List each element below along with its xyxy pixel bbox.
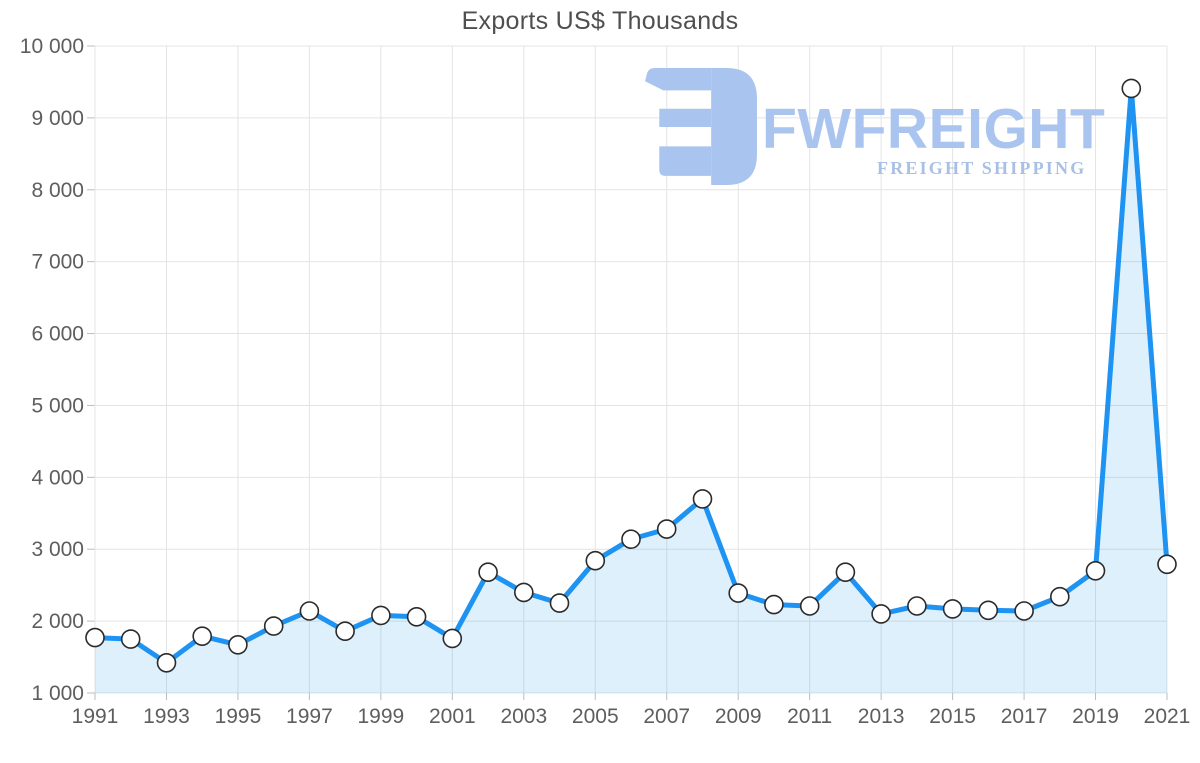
y-axis-label-4000: 4 000 (31, 466, 84, 489)
y-axis-label-10000: 10 000 (20, 35, 84, 58)
y-axis-label-3000: 3 000 (31, 538, 84, 561)
data-point-2021[interactable] (1157, 554, 1177, 575)
x-axis-label-2015: 2015 (929, 705, 976, 728)
data-point-2004[interactable] (549, 593, 570, 613)
data-point-2012[interactable] (835, 562, 856, 583)
data-point-1998[interactable] (335, 621, 355, 642)
chart-title: Exports US$ Thousands (461, 7, 739, 35)
x-axis-label-2013: 2013 (858, 705, 905, 728)
data-point-1994[interactable] (192, 626, 212, 647)
y-axis-label-9000: 9 000 (31, 107, 84, 130)
y-axis-label-5000: 5 000 (31, 394, 84, 417)
x-axis-label-2003: 2003 (500, 705, 547, 728)
x-axis-label-2001: 2001 (429, 705, 476, 728)
data-point-1995[interactable] (228, 634, 248, 655)
y-axis-label-8000: 8 000 (31, 179, 84, 202)
data-point-1999[interactable] (371, 605, 391, 626)
x-axis-label-1997: 1997 (286, 705, 333, 728)
x-axis-label-1995: 1995 (215, 705, 262, 728)
data-point-2014[interactable] (907, 596, 927, 616)
data-point-2009[interactable] (728, 583, 749, 603)
x-axis-label-2007: 2007 (643, 705, 690, 728)
x-axis-label-1991: 1991 (72, 705, 119, 728)
data-point-2018[interactable] (1050, 586, 1070, 607)
data-point-2020[interactable] (1121, 78, 1142, 99)
exports-area-fill (95, 88, 1167, 693)
data-point-1996[interactable] (263, 616, 284, 636)
data-point-1991[interactable] (85, 627, 105, 648)
data-point-2008[interactable] (692, 489, 713, 509)
data-point-2015[interactable] (942, 599, 963, 619)
data-point-2010[interactable] (764, 594, 784, 615)
x-axis-label-2009: 2009 (715, 705, 762, 728)
y-axis-label-6000: 6 000 (31, 323, 84, 346)
data-point-1993[interactable] (156, 652, 177, 673)
data-point-1992[interactable] (120, 629, 141, 649)
y-axis-label-7000: 7 000 (31, 251, 84, 274)
x-axis-label-2017: 2017 (1001, 705, 1048, 728)
data-point-2013[interactable] (871, 604, 891, 624)
data-point-2016[interactable] (978, 600, 999, 621)
x-axis-label-2019: 2019 (1072, 705, 1119, 728)
y-axis-label-2000: 2 000 (31, 610, 84, 633)
data-point-2003[interactable] (513, 582, 534, 603)
data-point-2000[interactable] (406, 606, 427, 627)
data-point-2001[interactable] (442, 628, 463, 649)
x-axis-label-2005: 2005 (572, 705, 619, 728)
data-point-2005[interactable] (585, 550, 606, 571)
x-axis-label-2011: 2011 (787, 705, 832, 728)
data-point-1997[interactable] (299, 601, 320, 621)
data-point-2002[interactable] (478, 562, 498, 583)
y-axis-label-1000: 1 000 (31, 682, 84, 705)
x-axis-label-1999: 1999 (358, 705, 405, 728)
x-axis-label-2021: 2021 (1144, 705, 1191, 728)
x-axis-label-1993: 1993 (143, 705, 190, 728)
data-point-2011[interactable] (799, 596, 820, 616)
data-point-2017[interactable] (1014, 601, 1034, 621)
data-point-2006[interactable] (621, 529, 641, 550)
data-point-2007[interactable] (656, 519, 677, 539)
data-point-2019[interactable] (1085, 560, 1106, 581)
